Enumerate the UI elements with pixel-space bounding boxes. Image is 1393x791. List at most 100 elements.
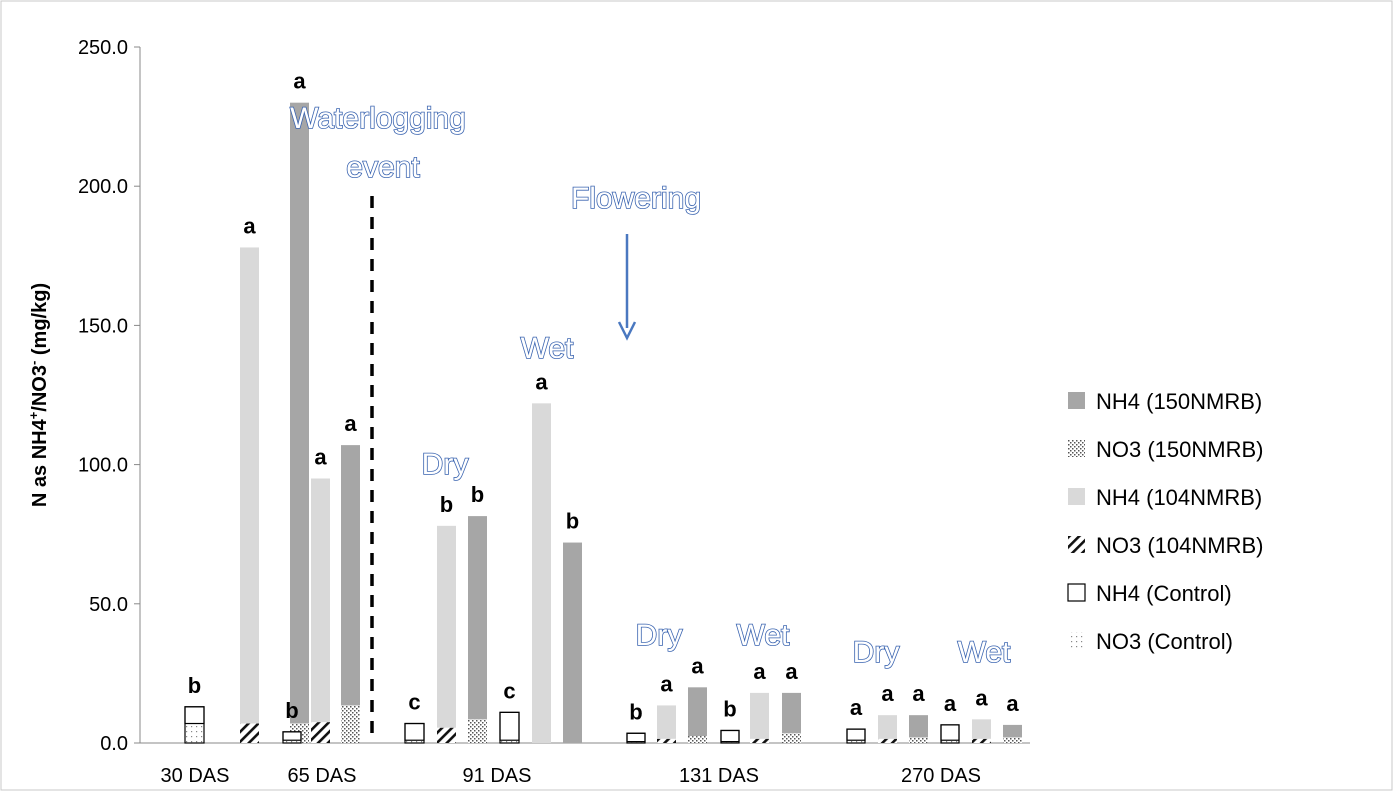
annotation-wet-270: Wet: [958, 636, 1011, 669]
flowering-arrow-head: [617, 321, 637, 341]
bar-nh4: [750, 692, 769, 739]
legend-item: NH4 (104NMRB): [1068, 485, 1262, 510]
bar-stack: [282, 731, 302, 744]
bar-stack: [499, 711, 520, 744]
bar-no3: [341, 705, 360, 743]
bar-no3: [437, 727, 456, 743]
bar-outline: [184, 706, 205, 744]
bar-no3: [468, 719, 487, 743]
bar-stack: [468, 516, 487, 743]
significance-letter: a: [344, 411, 357, 436]
bar-nh4: [282, 731, 302, 741]
bar-stack: [290, 102, 309, 743]
bar-no3: [311, 722, 330, 743]
legend-swatch: [1068, 488, 1085, 505]
legend-label: NO3 (104NMRB): [1096, 533, 1263, 558]
bar-outline: [720, 729, 740, 744]
y-axis-label-tail: (mg/kg): [29, 283, 51, 361]
bars: [184, 102, 1022, 744]
significance-letter: a: [1006, 691, 1019, 716]
bar-nh4: [437, 525, 456, 728]
legend-swatch: [1068, 536, 1085, 553]
bar-stack: [720, 729, 740, 744]
significance-letter: b: [566, 509, 579, 534]
bar-nh4: [782, 692, 801, 734]
annotation-dry-91: Dry: [422, 448, 469, 481]
y-tick-label: 200.0: [78, 176, 128, 198]
bar-nh4: [940, 724, 960, 741]
legend-label: NO3 (Control): [1096, 629, 1233, 654]
y-axis-label-sup2: -: [26, 361, 41, 365]
bar-stack: [1003, 724, 1022, 743]
bar-stack: [972, 719, 991, 743]
y-tick-label: 100.0: [78, 455, 128, 477]
legend-label: NH4 (104NMRB): [1096, 485, 1262, 510]
legend: NH4 (150NMRB) NO3 (150NMRB) NH4 (104NMRB) N…: [1067, 389, 1263, 654]
x-tick-label: 30 DAS: [161, 765, 230, 787]
axes: 0.0 50.0 100.0 150.0 200.0 250.0 30 DAS 65 DAS 9…: [78, 37, 1030, 787]
bar-no3: [972, 738, 991, 743]
significance-letter: a: [850, 695, 863, 720]
legend-label: NH4 (Control): [1096, 581, 1232, 606]
x-tick-label: 91 DAS: [463, 765, 532, 787]
bar-nh4: [404, 722, 425, 741]
bar-no3: [909, 737, 928, 743]
x-tick-label: 65 DAS: [288, 765, 357, 787]
bar-stack: [782, 692, 801, 743]
annotation-flowering: Flowering: [571, 182, 701, 215]
significance-letter: a: [691, 653, 704, 678]
annotation-event: event: [346, 151, 420, 184]
bar-stack: [626, 732, 646, 744]
bar-nh4: [184, 706, 205, 725]
x-tick-label: 131 DAS: [679, 765, 759, 787]
bar-nh4: [688, 687, 707, 737]
significance-letter: b: [440, 492, 453, 517]
bar-no3: [878, 738, 897, 743]
bar-nh4: [720, 729, 740, 743]
bar-no3: [688, 736, 707, 743]
x-tick-label: 270 DAS: [901, 765, 981, 787]
legend-label: NH4 (150NMRB): [1096, 389, 1262, 414]
legend-item: NO3 (150NMRB): [1068, 437, 1263, 462]
significance-letter: a: [753, 659, 766, 684]
bar-no3: [782, 733, 801, 743]
y-tick-label: 50.0: [89, 594, 128, 616]
annotations: Waterlogging event Flowering Wet Dry Dry…: [289, 101, 1012, 737]
y-tick-label: 150.0: [78, 315, 128, 337]
legend-label: NO3 (150NMRB): [1096, 437, 1263, 462]
bar-no3: [847, 740, 865, 743]
significance-letter: a: [881, 681, 894, 706]
bar-no3: [405, 740, 424, 743]
y-tick-label: 0.0: [100, 733, 128, 755]
y-axis-label-mid: /NO3: [29, 365, 51, 412]
significance-letter: a: [243, 213, 256, 238]
bar-stack: [563, 542, 582, 743]
bar-nh4: [341, 445, 360, 706]
bar-stack: [437, 525, 456, 743]
bar-nh4: [311, 478, 330, 723]
annotation-wet-131: Wet: [737, 619, 790, 652]
annotation-wet-91: Wet: [521, 332, 574, 365]
bar-outline: [626, 732, 646, 744]
legend-swatch: [1068, 632, 1085, 649]
legend-swatch: [1068, 440, 1085, 457]
bar-stack: [532, 403, 551, 743]
significance-letter: b: [285, 698, 298, 723]
significance-letter: b: [723, 696, 736, 721]
significance-letter: a: [314, 445, 327, 470]
annotation-dry-270: Dry: [853, 636, 900, 669]
significance-letter: a: [785, 659, 798, 684]
bar-no3: [750, 738, 769, 743]
bar-stack: [909, 715, 928, 743]
bar-no3: [500, 740, 519, 743]
legend-swatch: [1067, 583, 1086, 602]
legend-item: NO3 (104NMRB): [1068, 533, 1263, 558]
bar-no3: [657, 738, 676, 743]
bar-no3: [627, 741, 645, 743]
bar-nh4: [626, 732, 646, 743]
significance-letter: b: [629, 699, 642, 724]
annotation-dry-131: Dry: [636, 619, 683, 652]
legend-item: NO3 (Control): [1068, 629, 1233, 654]
